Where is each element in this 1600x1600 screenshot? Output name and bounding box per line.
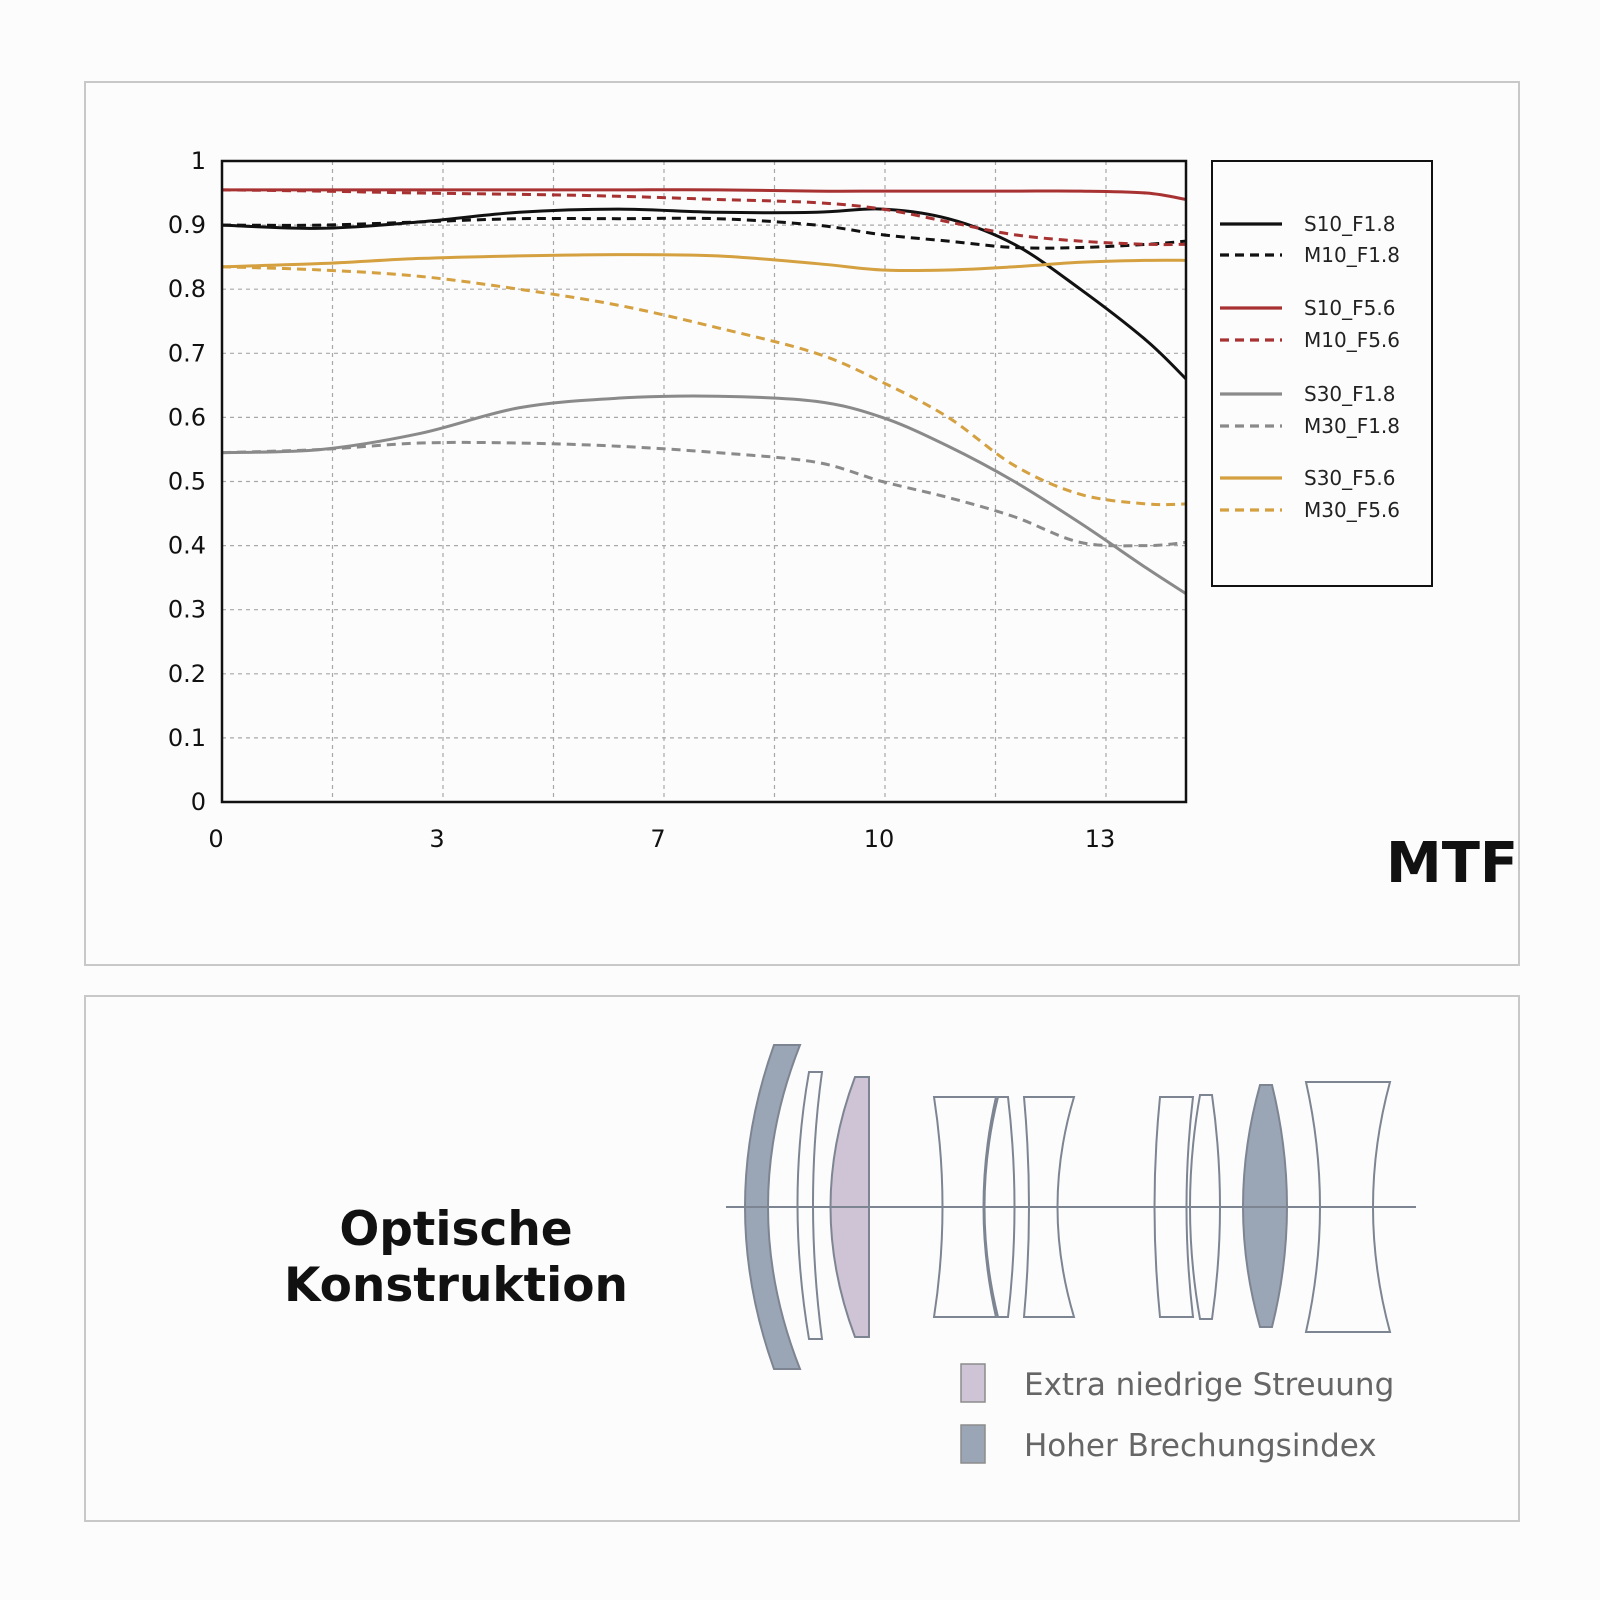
legend-label: M30_F1.8 [1304,414,1400,438]
lens-element-10 [1304,1081,1392,1333]
lens-element-4 [932,1096,998,1318]
plot-frame [220,159,1188,804]
lens-element-1 [744,1044,802,1370]
lens-element-6 [1022,1096,1076,1318]
series-line-m10-f5-6 [221,188,1187,247]
optics-title: Optische Konstruktion [206,1202,706,1314]
chart-grid [222,161,1186,802]
y-tick-label: 0 [191,788,206,816]
optics-panel: Optische Konstruktion Extra niedrige Str… [84,995,1520,1522]
series-line-m30-f1-8 [221,440,1187,548]
y-tick-label: 0.5 [168,468,206,496]
legend-label-hri: Hoher Brechungsindex [1024,1428,1377,1464]
y-tick-label: 0.6 [168,403,206,431]
x-tick-label: 7 [650,825,665,853]
lens-element-8 [1189,1094,1221,1320]
legend-swatch-hri [960,1424,986,1464]
legend-label: S30_F5.6 [1304,466,1395,490]
chart-legend: S10_F1.8 M10_F1.8 S10_F5.6 M10_F5.6 S30_F1.8… [1211,160,1433,587]
series-line-s10-f5-6 [222,188,1187,201]
mtf-chart: 00.10.20.30.40.50.60.70.80.910 3 7 10 13 S10… [168,147,1433,853]
series-line-m30-f5-6 [221,265,1187,507]
legend-label: M10_F5.6 [1304,328,1400,352]
optics-title-line2: Konstruktion [283,1258,628,1313]
x-tick-label: 13 [1085,825,1116,853]
legend-label: S10_F1.8 [1304,212,1395,236]
lens-element-2 [796,1071,824,1340]
chart-ticks: 00.10.20.30.40.50.60.70.80.910 3 7 10 13 [168,147,1115,853]
legend-label: M10_F1.8 [1304,243,1400,267]
y-tick-label: 0.8 [168,275,206,303]
y-tick-label: 1 [191,147,206,175]
y-tick-label: 0.1 [168,724,206,752]
lens-diagram: Extra niedrige Streuung Hoher Brechungsi… [726,1044,1416,1464]
series-line-m10-f1-8 [221,216,1187,250]
y-tick-label: 0.4 [168,532,206,560]
x-tick-label: 10 [864,825,895,853]
legend-box [1211,160,1433,587]
lens-element-7 [1153,1096,1195,1318]
y-tick-label: 0.2 [168,660,206,688]
y-tick-label: 0.9 [168,211,206,239]
chart-title: MTF [1386,831,1519,896]
chart-series [221,188,1188,595]
series-line-s30-f5-6 [221,253,1187,273]
y-tick-label: 0.3 [168,596,206,624]
y-tick-label: 0.7 [168,339,206,367]
optics-title-line1: Optische [339,1202,573,1257]
legend-label: S30_F1.8 [1304,382,1395,406]
x-tick-label: 3 [429,825,444,853]
legend-label: S10_F5.6 [1304,296,1395,320]
legend-swatch-ed [960,1363,986,1403]
legend-label: M30_F5.6 [1304,498,1400,522]
x-tick-label: 0 [208,825,223,853]
mtf-panel: 0 0.1 0.2 0.3 0.4 0.5 0.6 0.7 0.8 0.9 1 0 3 7 10 13 S10… [84,81,1520,966]
series-line-s30-f1-8 [221,394,1187,595]
lens-element-5 [983,1096,1016,1318]
legend-label-ed: Extra niedrige Streuung [1024,1367,1394,1403]
